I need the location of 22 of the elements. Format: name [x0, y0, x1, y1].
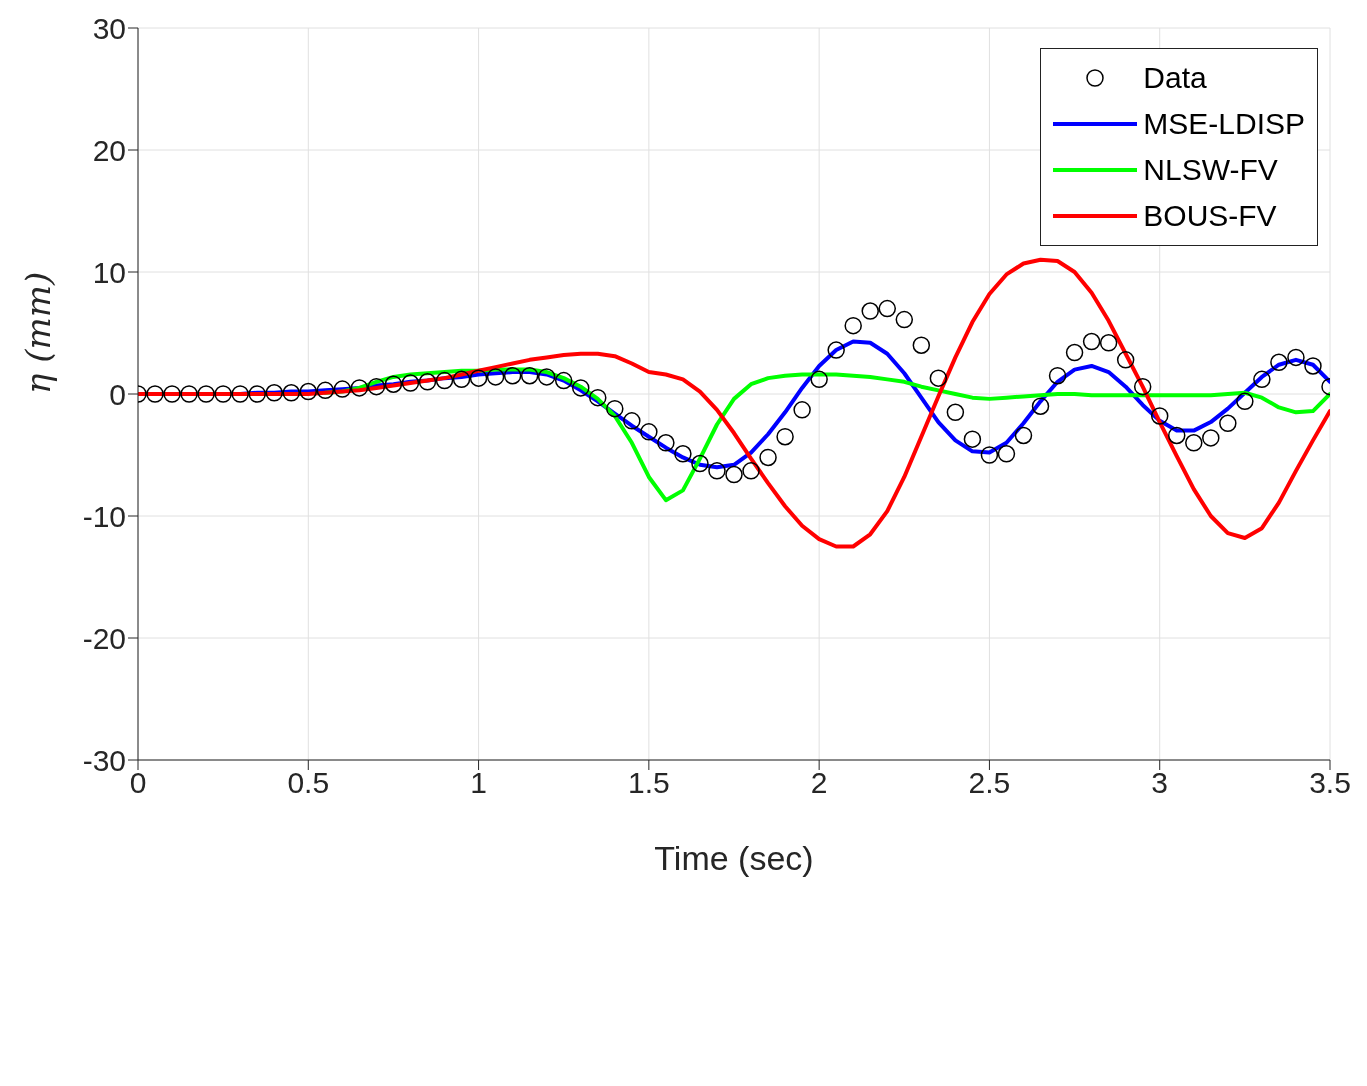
line-series [138, 257, 1330, 549]
y-tick-label: 30 [92, 11, 126, 45]
x-tick-label: 3.5 [1309, 766, 1351, 800]
y-tick-label: 20 [92, 133, 126, 167]
x-tick-label: 2 [810, 766, 828, 800]
y-axis-title: η (mm) [18, 271, 59, 394]
x-tick-label: 0 [129, 766, 147, 800]
legend-label: BOUS-FV [1143, 199, 1277, 233]
x-tick-label: 0.5 [287, 766, 330, 800]
y-tick-label: -10 [82, 499, 126, 533]
x-tick-label: 1.5 [628, 766, 670, 800]
legend-label: Data [1143, 61, 1207, 95]
y-tick-label: -30 [82, 743, 126, 777]
x-tick-label: 3 [1151, 766, 1169, 800]
y-tick-label: 0 [109, 377, 126, 411]
legend-label: NLSW-FV [1143, 153, 1278, 187]
x-axis-title: Time (sec) [654, 839, 814, 877]
y-tick-label: 10 [92, 255, 126, 289]
y-tick-label: -20 [82, 621, 126, 655]
legend-label: MSE-LDISP [1143, 107, 1305, 141]
x-tick-label: 2.5 [968, 766, 1011, 800]
x-tick-label: 1 [470, 766, 487, 800]
